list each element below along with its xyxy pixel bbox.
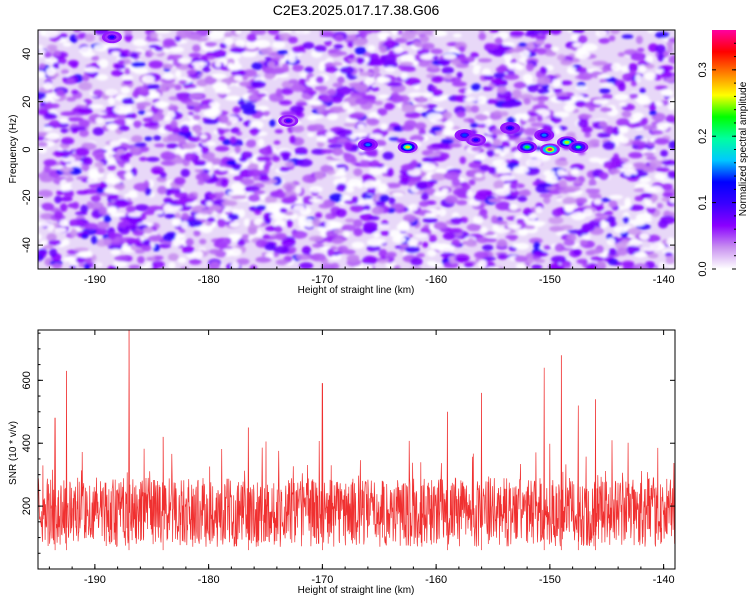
y-tick-label: 200	[21, 497, 33, 515]
hotspot	[539, 143, 560, 156]
y-tick-label: 40	[21, 48, 33, 60]
colorbar-tick-label: 0.2	[697, 129, 709, 144]
spectrogram-y-axis: -40 -20 0 20 40	[21, 48, 675, 253]
snr-y-label: SNR (10 * v/v)	[8, 421, 19, 485]
spectrogram-x-label: Height of straight line (km)	[298, 285, 415, 296]
x-tick-label: -170	[311, 574, 333, 586]
x-tick-label: -150	[539, 274, 561, 286]
hotspot	[465, 133, 486, 146]
y-tick-label: 600	[21, 371, 33, 389]
x-tick-label: -160	[425, 274, 447, 286]
x-tick-label: -180	[198, 274, 220, 286]
spectrogram-x-axis: -190 -180 -170 -160 -150 -140	[48, 30, 675, 286]
hotspot	[500, 121, 521, 134]
colorbar-tick-label: 0.1	[697, 195, 709, 210]
x-tick-label: -140	[653, 274, 675, 286]
y-tick-label: 0	[21, 146, 33, 152]
x-tick-label: -150	[539, 574, 561, 586]
colorbar: 0.0 0.1 0.2 0.3 Normalized spectral amplitu…	[697, 30, 749, 277]
y-tick-label: -20	[21, 189, 33, 205]
colorbar-tick-label: 0.3	[697, 62, 709, 77]
hotspot	[568, 141, 589, 154]
snr-y-axis: 200 400 600	[21, 332, 675, 554]
snr-frame	[37, 329, 676, 570]
spectrogram-panel: -190 -180 -170 -160 -150 -140 -40 -20 0 20 40 Hei…	[8, 29, 676, 296]
snr-panel: -190 -180 -170 -160 -150 -140 200 400 600 Heigh…	[8, 329, 676, 596]
x-tick-label: -140	[653, 574, 675, 586]
y-tick-label: 400	[21, 434, 33, 452]
hotspot	[534, 129, 555, 142]
x-tick-label: -160	[425, 574, 447, 586]
snr-x-label: Height of straight line (km)	[298, 585, 415, 596]
x-tick-label: -170	[311, 274, 333, 286]
x-tick-label: -180	[198, 574, 220, 586]
hotspot	[101, 31, 122, 44]
colorbar-gradient	[712, 30, 736, 269]
hotspot	[397, 141, 418, 154]
spectrogram-hotspots	[101, 31, 589, 156]
hotspot	[278, 114, 299, 127]
x-tick-label: -190	[84, 274, 106, 286]
hotspot	[357, 138, 378, 151]
colorbar-tick-label: 0.0	[697, 261, 709, 276]
colorbar-ticks: 0.0 0.1 0.2 0.3	[697, 42, 736, 277]
spectrogram-y-label: Frequency (Hz)	[8, 115, 19, 184]
y-tick-label: 20	[21, 96, 33, 108]
figure-title: C2E3.2025.017.17.38.G06	[273, 2, 440, 18]
hotspot	[517, 141, 538, 154]
snr-series-line	[38, 330, 675, 551]
colorbar-label: Normalized spectral amplitude	[738, 81, 749, 216]
y-tick-label: -40	[21, 237, 33, 253]
snr-x-axis: -190 -180 -170 -160 -150 -140	[48, 330, 675, 586]
x-tick-label: -190	[84, 574, 106, 586]
